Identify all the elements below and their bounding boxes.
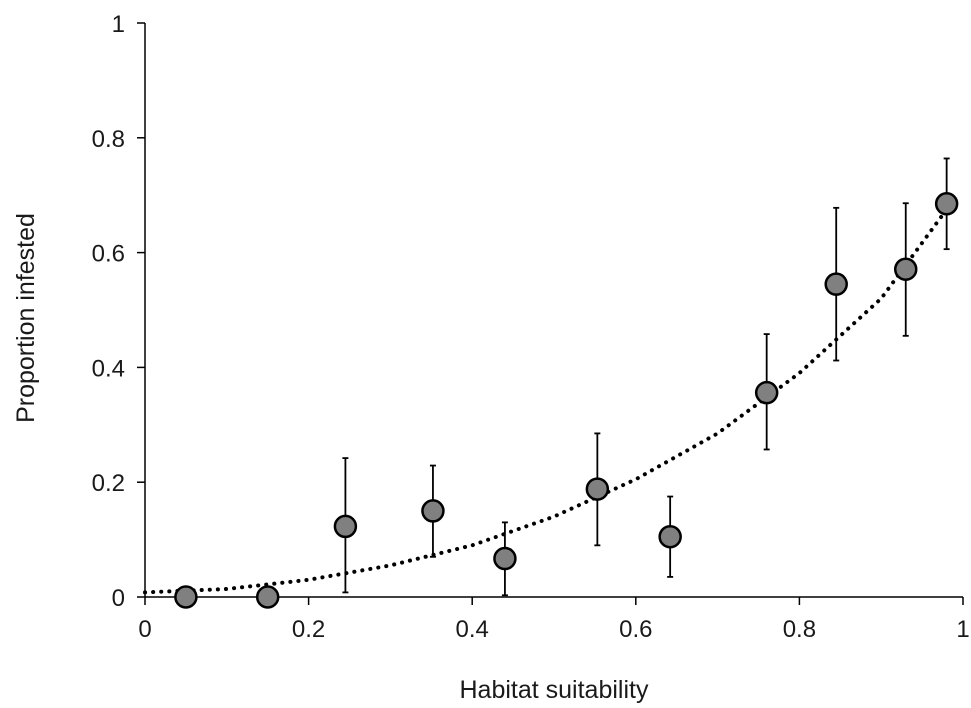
data-point [934, 192, 959, 216]
data-point [824, 272, 848, 296]
trend-line-layer [143, 207, 949, 595]
data-point [421, 499, 445, 523]
data-points-layer [174, 157, 959, 609]
axes: 0 0.2 0.4 0.6 0.8 1 0 0.2 0.4 0.6 0.8 1 [92, 11, 970, 643]
y-tick-label: 0.2 [92, 470, 125, 497]
x-tick-label: 0.2 [292, 616, 325, 643]
x-tick-label: 1 [956, 616, 969, 643]
axis-labels-layer: Habitat suitability Proportion infested [12, 213, 649, 704]
trend-line [143, 207, 949, 595]
data-point [585, 477, 610, 501]
data-point [255, 585, 280, 609]
data-point [333, 514, 358, 539]
x-tick-label: 0.8 [783, 616, 816, 643]
x-tick-label: 0.6 [619, 616, 652, 643]
y-tick-label: 0.4 [92, 355, 125, 382]
x-tick-label: 0 [138, 616, 151, 643]
data-point [493, 546, 517, 571]
data-point [754, 380, 779, 405]
data-point [174, 585, 198, 609]
data-point [893, 257, 918, 281]
y-axis-label: Proportion infested [12, 213, 40, 423]
x-tick-label: 0.4 [456, 616, 489, 643]
y-tick-label: 1 [112, 11, 125, 38]
y-tick-label: 0 [112, 585, 125, 612]
y-tick-label: 0.8 [92, 126, 125, 153]
data-point [658, 524, 682, 549]
y-tick-label: 0.6 [92, 241, 125, 268]
x-axis-label: Habitat suitability [460, 676, 649, 704]
